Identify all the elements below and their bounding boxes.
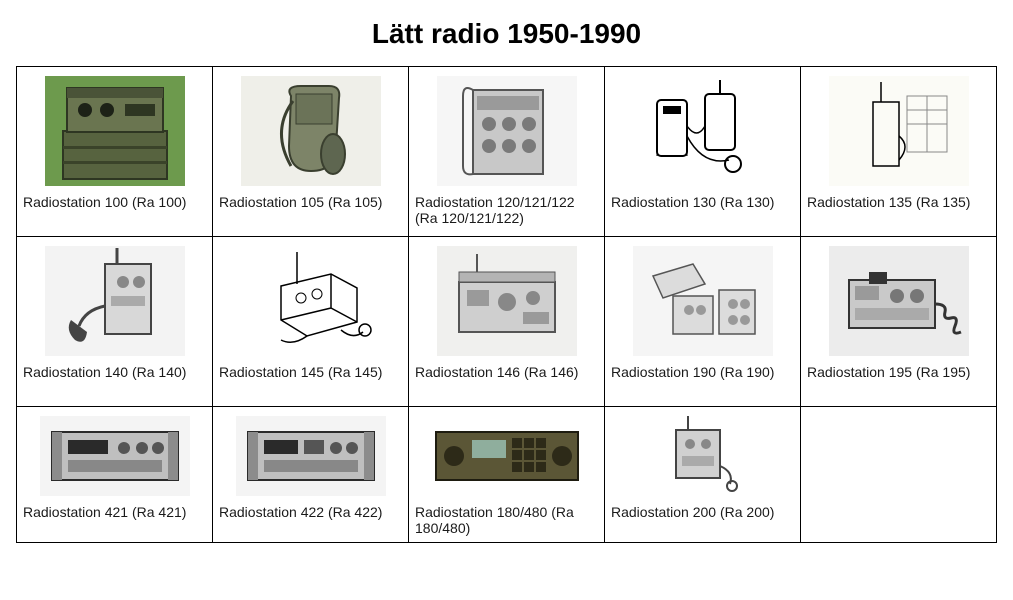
thumbnail-ra200 [628,413,778,498]
thumbnail-ra421 [40,413,190,498]
grid-cell: Radiostation 195 (Ra 195) [801,237,997,407]
thumbnail-ra130 [628,73,778,188]
grid-cell: Radiostation 190 (Ra 190) [605,237,801,407]
caption: Radiostation 146 (Ra 146) [411,364,602,380]
grid-cell: Radiostation 200 (Ra 200) [605,407,801,543]
thumbnail-ra195 [824,243,974,358]
caption: Radiostation 421 (Ra 421) [19,504,210,520]
caption: Radiostation 195 (Ra 195) [803,364,994,380]
grid-cell: Radiostation 180/480 (Ra 180/480) [409,407,605,543]
caption: Radiostation 200 (Ra 200) [607,504,798,520]
thumbnail-ra135 [824,73,974,188]
thumbnail-ra140 [40,243,190,358]
thumbnail-ra422 [236,413,386,498]
grid-cell: Radiostation 421 (Ra 421) [17,407,213,543]
grid-cell: Radiostation 135 (Ra 135) [801,67,997,237]
grid-cell: Radiostation 120/121/122 (Ra 120/121/122… [409,67,605,237]
caption: Radiostation 190 (Ra 190) [607,364,798,380]
thumbnail-ra190 [628,243,778,358]
grid-cell: Radiostation 100 (Ra 100) [17,67,213,237]
caption: Radiostation 180/480 (Ra 180/480) [411,504,602,536]
caption: Radiostation 145 (Ra 145) [215,364,406,380]
grid-cell: Radiostation 422 (Ra 422) [213,407,409,543]
thumbnail-ra120 [432,73,582,188]
thumbnail-ra100 [40,73,190,188]
caption: Radiostation 140 (Ra 140) [19,364,210,380]
grid-cell: Radiostation 145 (Ra 145) [213,237,409,407]
caption: Radiostation 135 (Ra 135) [803,194,994,210]
caption: Radiostation 130 (Ra 130) [607,194,798,210]
caption: Radiostation 422 (Ra 422) [215,504,406,520]
thumbnail-ra146 [432,243,582,358]
thumbnail-ra105 [236,73,386,188]
page-title: Lätt radio 1950-1990 [10,18,1003,50]
thumbnail-ra180 [432,413,582,498]
grid-cell-empty [801,407,997,543]
radio-grid: Radiostation 100 (Ra 100) Radiostation 1… [16,66,997,543]
caption: Radiostation 105 (Ra 105) [215,194,406,210]
thumbnail-ra145 [236,243,386,358]
grid-cell: Radiostation 105 (Ra 105) [213,67,409,237]
grid-cell: Radiostation 130 (Ra 130) [605,67,801,237]
caption: Radiostation 120/121/122 (Ra 120/121/122… [411,194,602,226]
grid-cell: Radiostation 140 (Ra 140) [17,237,213,407]
caption: Radiostation 100 (Ra 100) [19,194,210,210]
grid-cell: Radiostation 146 (Ra 146) [409,237,605,407]
